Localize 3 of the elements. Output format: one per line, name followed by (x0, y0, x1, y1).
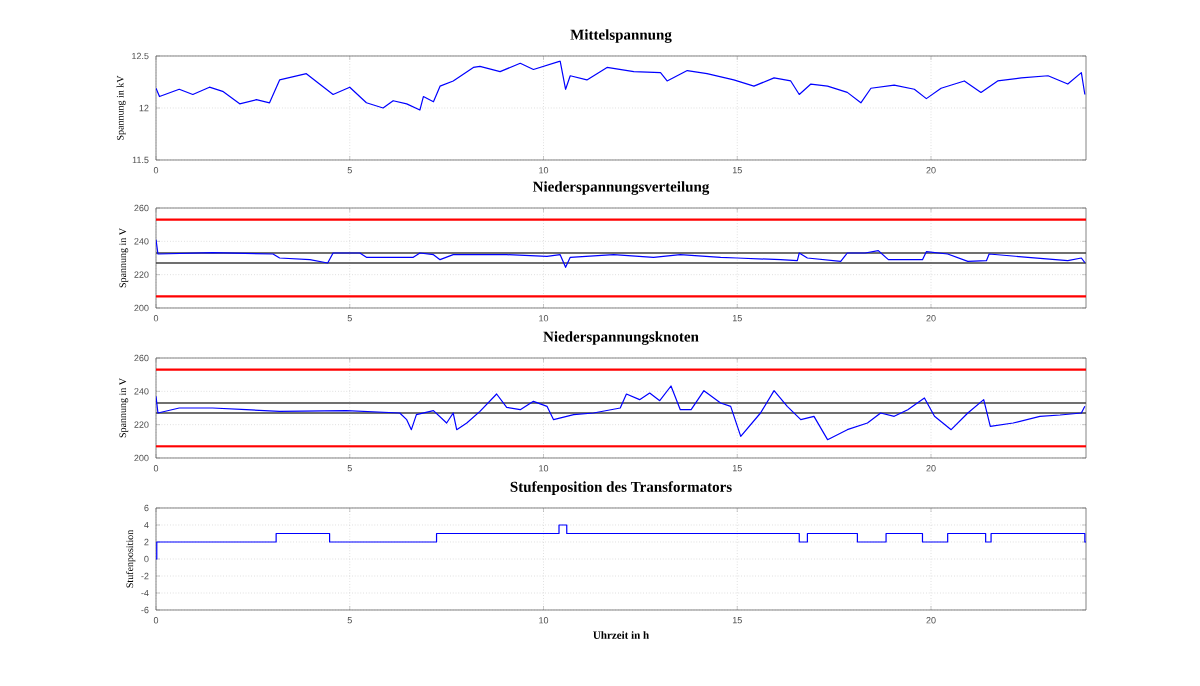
line-series (156, 239, 1086, 268)
line-series (156, 385, 1086, 441)
line-series (156, 60, 1086, 111)
